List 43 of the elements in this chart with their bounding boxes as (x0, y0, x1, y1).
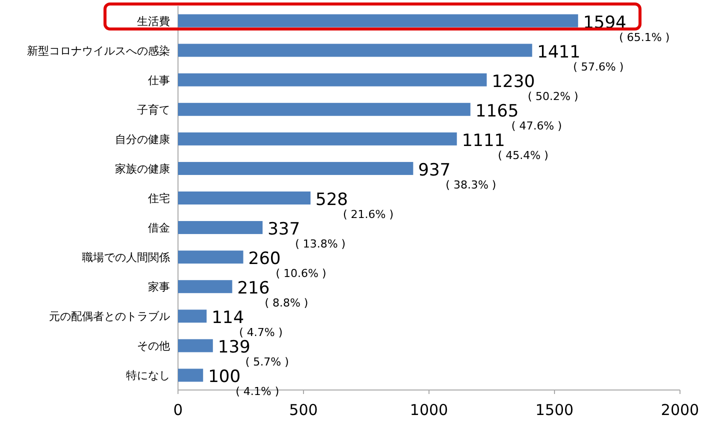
y-tick-label: 生活費 (137, 14, 170, 28)
data-label: 1411 ( 57.6% ) (537, 42, 624, 74)
y-tick-label: 特になし (126, 369, 170, 382)
bar (178, 14, 578, 28)
bar (178, 132, 457, 146)
bar (178, 162, 414, 175)
y-tick-label: 仕事 (148, 74, 170, 87)
x-tick-label: 0 (173, 401, 183, 419)
data-label: 937 ( 38.3% ) (418, 160, 496, 192)
y-tick-label: 住宅 (148, 192, 170, 205)
y-tick-label: 家族の健康 (115, 162, 170, 176)
data-label: 337 ( 13.8% ) (268, 220, 346, 251)
x-tick-label: 500 (289, 401, 318, 419)
data-label: 139 ( 5.7% ) (218, 338, 289, 369)
data-label: 100 ( 4.1% ) (208, 367, 280, 398)
bar (178, 250, 244, 264)
y-tick-label: 家事 (148, 280, 170, 294)
x-tick-label: 1500 (535, 401, 574, 419)
bar (178, 280, 232, 294)
y-tick-label: 子育て (137, 103, 170, 116)
bar (178, 192, 311, 204)
data-label: 1230 ( 50.2% ) (492, 72, 578, 103)
data-label: 114 ( 4.7% ) (212, 308, 283, 340)
y-tick-label: 借金 (148, 222, 170, 235)
data-label: 528 ( 21.6% ) (316, 190, 394, 221)
y-tick-label: 職場での人間関係 (82, 251, 170, 264)
y-tick-label: 元の配偶者とのトラブル (49, 310, 170, 324)
bar (178, 44, 532, 57)
bar (178, 368, 204, 382)
y-tick-label: その他 (137, 340, 170, 353)
bar (178, 102, 470, 116)
x-tick-label: 2000 (660, 401, 700, 419)
data-label: 216 ( 8.8% ) (237, 278, 308, 310)
y-tick-label: 新型コロナウイルスへの感染 (27, 44, 170, 58)
bar (178, 221, 263, 234)
bar (178, 339, 213, 352)
data-label: 260 ( 10.6% ) (248, 249, 326, 280)
y-tick-label: 自分の健康 (115, 132, 170, 146)
data-label: 1165 ( 47.6% ) (475, 101, 562, 132)
bar (178, 73, 487, 86)
bar (178, 310, 207, 323)
data-label: 1111 ( 45.4% ) (462, 130, 548, 162)
x-tick-label: 1000 (410, 401, 448, 419)
